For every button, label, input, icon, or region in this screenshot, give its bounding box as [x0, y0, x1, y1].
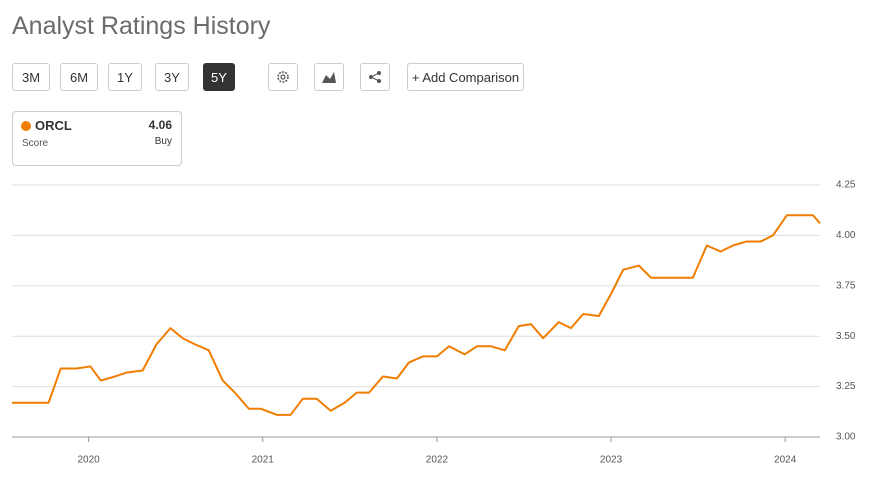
settings-icon — [277, 71, 289, 83]
series-line — [12, 214, 821, 416]
y-tick-label: 4.00 — [836, 230, 856, 241]
legend-ticker: ORCL — [35, 118, 72, 133]
x-tick-label: 2021 — [252, 455, 275, 466]
legend-swatch — [21, 121, 31, 131]
add-comparison-button[interactable]: + Add Comparison — [407, 63, 524, 91]
y-tick-label: 3.50 — [836, 331, 856, 342]
chart-type-button[interactable] — [314, 63, 344, 91]
legend-label: Score — [22, 138, 49, 149]
range-button[interactable]: 3M — [12, 63, 50, 91]
legend-card: ORCL Score 4.06 Buy — [12, 111, 182, 166]
area-icon — [322, 72, 336, 83]
share-icon — [369, 71, 381, 83]
share-button[interactable] — [360, 63, 390, 91]
x-tick-label: 2020 — [77, 455, 100, 466]
settings-button[interactable] — [268, 63, 298, 91]
y-tick-label: 3.75 — [836, 280, 856, 291]
legend-rating: Buy — [154, 136, 172, 147]
range-button[interactable]: 6M — [60, 63, 98, 91]
range-button[interactable]: 1Y — [108, 63, 142, 91]
title: Analyst Ratings History — [12, 12, 271, 40]
range-button[interactable]: 3Y — [155, 63, 189, 91]
y-tick-label: 3.25 — [836, 381, 856, 392]
y-tick-label: 4.25 — [836, 180, 856, 191]
x-tick-label: 2022 — [426, 455, 449, 466]
legend-value: 4.06 — [148, 118, 172, 132]
y-tick-label: 3.00 — [836, 432, 856, 443]
x-tick-label: 2024 — [774, 455, 797, 466]
range-button[interactable]: 5Y — [203, 63, 235, 91]
x-tick-label: 2023 — [600, 455, 623, 466]
